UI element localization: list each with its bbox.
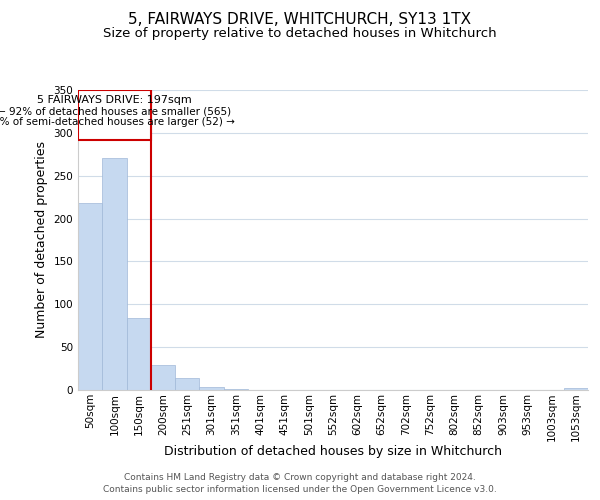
Bar bbox=[224, 389, 248, 390]
Bar bbox=[564, 388, 588, 390]
Bar bbox=[175, 378, 199, 390]
Bar bbox=[102, 158, 127, 390]
Bar bbox=[151, 365, 175, 390]
Bar bbox=[199, 386, 224, 390]
Bar bbox=[127, 318, 151, 390]
Text: 5 FAIRWAYS DRIVE: 197sqm: 5 FAIRWAYS DRIVE: 197sqm bbox=[37, 95, 192, 105]
Text: Contains public sector information licensed under the Open Government Licence v3: Contains public sector information licen… bbox=[103, 485, 497, 494]
Text: Contains HM Land Registry data © Crown copyright and database right 2024.: Contains HM Land Registry data © Crown c… bbox=[124, 474, 476, 482]
Text: 8% of semi-detached houses are larger (52) →: 8% of semi-detached houses are larger (5… bbox=[0, 118, 235, 128]
Text: Size of property relative to detached houses in Whitchurch: Size of property relative to detached ho… bbox=[103, 28, 497, 40]
Text: 5, FAIRWAYS DRIVE, WHITCHURCH, SY13 1TX: 5, FAIRWAYS DRIVE, WHITCHURCH, SY13 1TX bbox=[128, 12, 472, 28]
Text: Distribution of detached houses by size in Whitchurch: Distribution of detached houses by size … bbox=[164, 444, 502, 458]
Y-axis label: Number of detached properties: Number of detached properties bbox=[35, 142, 48, 338]
Bar bbox=[78, 90, 151, 140]
Bar bbox=[78, 203, 102, 390]
Text: ← 92% of detached houses are smaller (565): ← 92% of detached houses are smaller (56… bbox=[0, 106, 232, 117]
